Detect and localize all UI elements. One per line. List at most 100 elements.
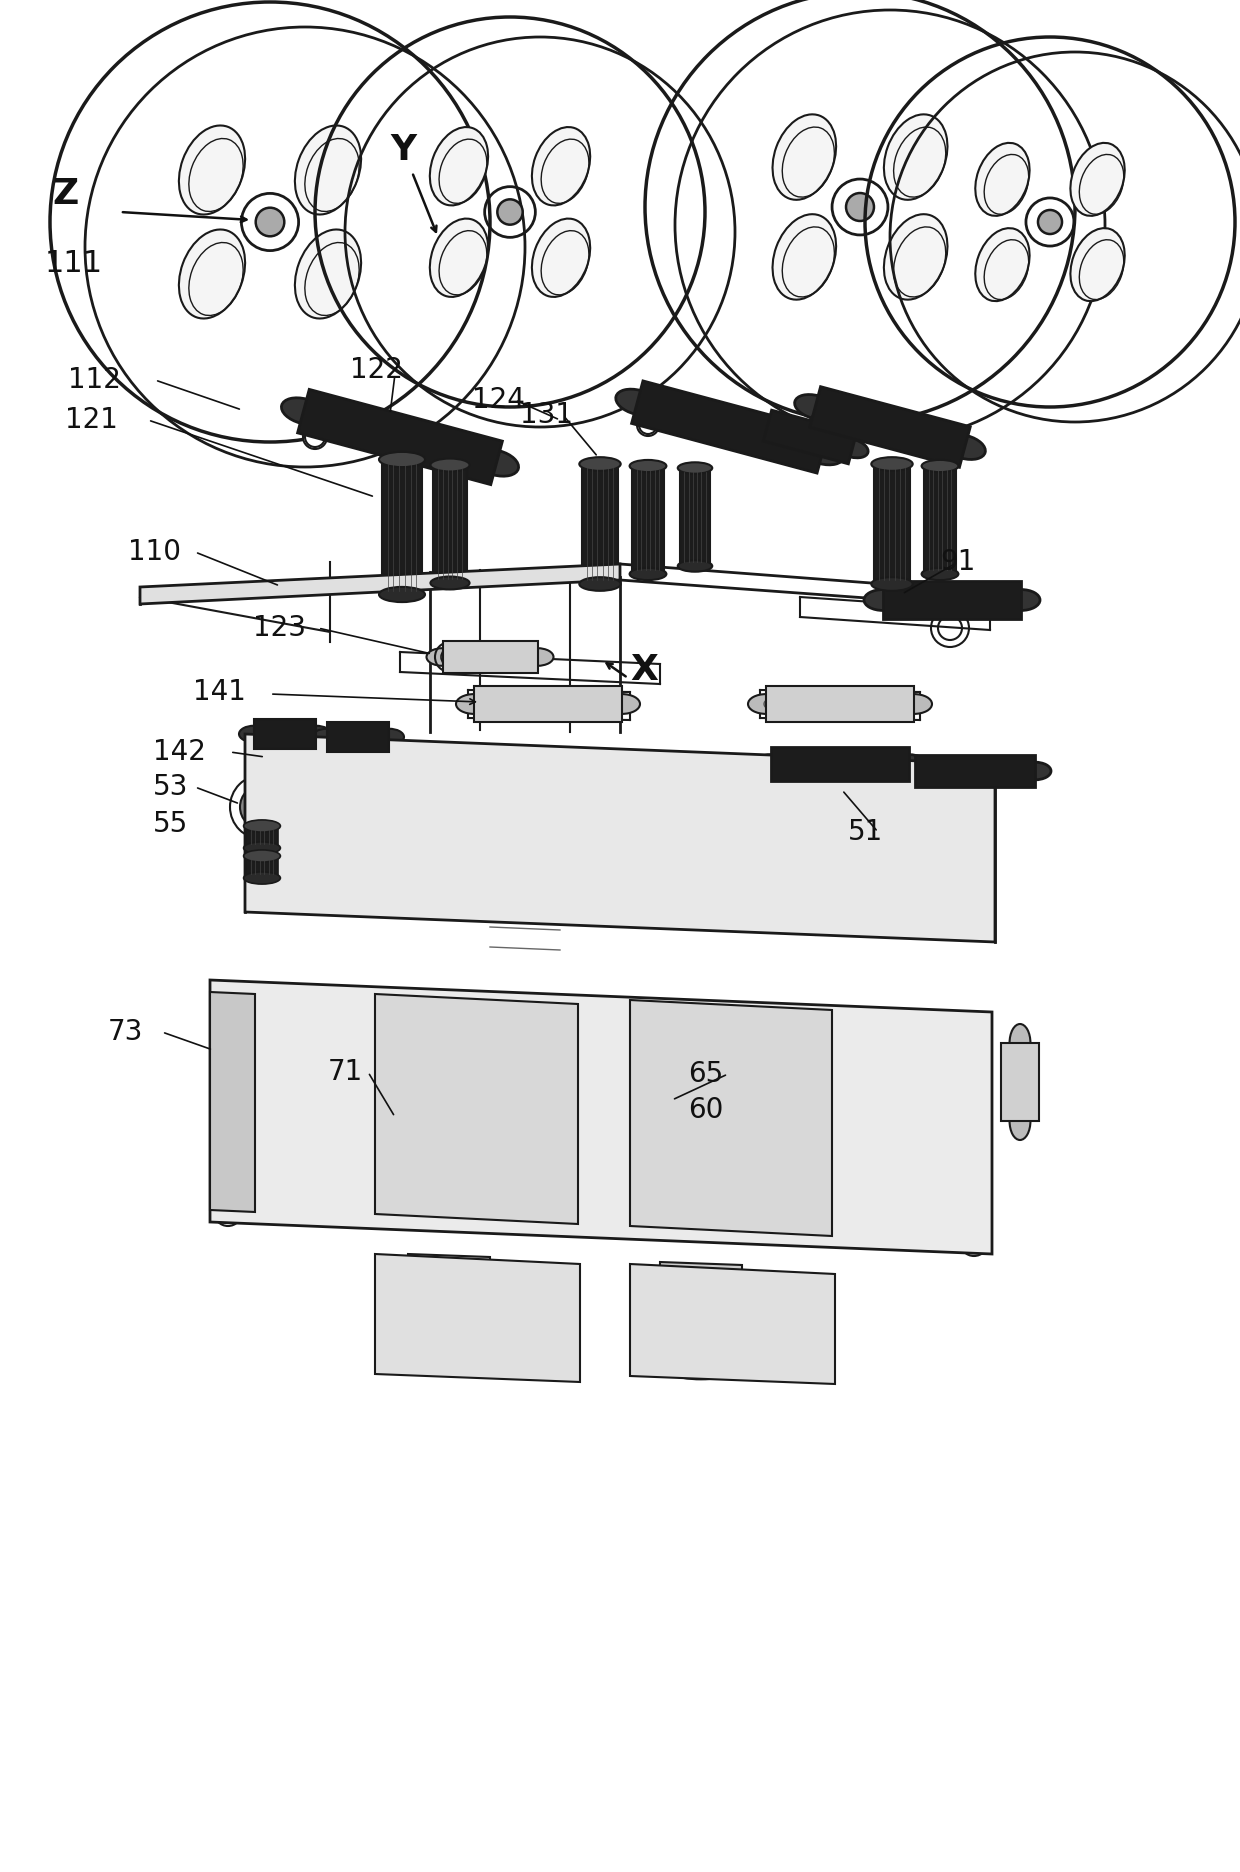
Polygon shape (630, 1000, 832, 1236)
Ellipse shape (312, 728, 342, 745)
Ellipse shape (532, 219, 590, 298)
Ellipse shape (243, 850, 280, 863)
Ellipse shape (884, 213, 947, 300)
Ellipse shape (921, 567, 959, 580)
Text: 91: 91 (940, 548, 976, 577)
Ellipse shape (801, 438, 844, 464)
Ellipse shape (1009, 1103, 1030, 1140)
Ellipse shape (678, 560, 712, 571)
Text: 123: 123 (253, 614, 306, 642)
Ellipse shape (1009, 1024, 1030, 1061)
Circle shape (1008, 1060, 1032, 1084)
Circle shape (503, 700, 512, 708)
Ellipse shape (301, 726, 331, 743)
Polygon shape (631, 380, 828, 474)
Polygon shape (210, 981, 992, 1254)
Text: 111: 111 (45, 249, 103, 279)
Ellipse shape (522, 648, 553, 666)
Circle shape (497, 198, 523, 225)
Text: 60: 60 (688, 1095, 723, 1123)
Ellipse shape (872, 457, 913, 472)
Text: Z: Z (52, 178, 78, 212)
Polygon shape (246, 826, 278, 848)
Circle shape (872, 700, 880, 708)
Ellipse shape (808, 414, 831, 434)
Ellipse shape (179, 230, 246, 318)
Circle shape (966, 1020, 982, 1035)
Ellipse shape (430, 577, 470, 590)
Ellipse shape (179, 125, 246, 215)
Polygon shape (582, 464, 618, 584)
Ellipse shape (637, 414, 658, 436)
Circle shape (560, 700, 568, 708)
Ellipse shape (579, 457, 621, 472)
Ellipse shape (374, 728, 404, 745)
Ellipse shape (430, 127, 489, 206)
Ellipse shape (604, 695, 640, 713)
Text: 131: 131 (520, 401, 573, 429)
Circle shape (711, 1020, 746, 1056)
Ellipse shape (243, 842, 280, 854)
Polygon shape (810, 388, 970, 468)
Circle shape (711, 1172, 746, 1207)
Circle shape (527, 796, 563, 831)
Text: 112: 112 (68, 367, 120, 393)
Text: 73: 73 (108, 1018, 144, 1046)
Polygon shape (246, 856, 278, 878)
Circle shape (541, 700, 549, 708)
Ellipse shape (1070, 142, 1125, 215)
Polygon shape (210, 992, 255, 1211)
Ellipse shape (532, 127, 590, 206)
Ellipse shape (976, 142, 1029, 215)
Polygon shape (660, 1262, 742, 1352)
Ellipse shape (884, 114, 947, 200)
Circle shape (440, 1164, 476, 1200)
Ellipse shape (754, 754, 787, 773)
Circle shape (966, 1234, 982, 1250)
Ellipse shape (795, 395, 836, 419)
Circle shape (255, 208, 284, 236)
Ellipse shape (1019, 762, 1052, 781)
Ellipse shape (945, 434, 986, 459)
Ellipse shape (402, 1333, 496, 1370)
Circle shape (836, 700, 844, 708)
Ellipse shape (475, 449, 518, 475)
Ellipse shape (897, 695, 932, 713)
Ellipse shape (430, 219, 489, 298)
Circle shape (241, 784, 284, 829)
Ellipse shape (379, 588, 425, 603)
Ellipse shape (921, 461, 959, 472)
Text: 124: 124 (472, 386, 525, 414)
Circle shape (1038, 210, 1061, 234)
Ellipse shape (892, 754, 926, 773)
Circle shape (219, 1204, 236, 1221)
Circle shape (596, 700, 605, 708)
Polygon shape (874, 464, 910, 584)
Ellipse shape (630, 567, 666, 580)
Ellipse shape (303, 425, 327, 449)
Ellipse shape (773, 213, 836, 300)
Polygon shape (382, 459, 422, 595)
Text: 141: 141 (193, 678, 246, 706)
Ellipse shape (239, 726, 269, 743)
Polygon shape (443, 640, 537, 674)
Polygon shape (632, 466, 663, 575)
Polygon shape (915, 754, 1035, 786)
Polygon shape (766, 685, 914, 723)
Ellipse shape (243, 872, 280, 884)
Circle shape (486, 700, 494, 708)
Ellipse shape (295, 230, 361, 318)
Ellipse shape (864, 590, 901, 610)
Ellipse shape (295, 125, 361, 215)
Polygon shape (883, 580, 1021, 620)
Circle shape (252, 797, 272, 816)
Text: Y: Y (391, 133, 415, 167)
Polygon shape (433, 464, 467, 582)
Text: 55: 55 (153, 811, 188, 839)
Ellipse shape (678, 462, 712, 474)
Polygon shape (771, 747, 909, 781)
Polygon shape (254, 719, 316, 749)
Circle shape (522, 700, 529, 708)
Text: 65: 65 (688, 1060, 723, 1088)
Ellipse shape (379, 451, 425, 468)
